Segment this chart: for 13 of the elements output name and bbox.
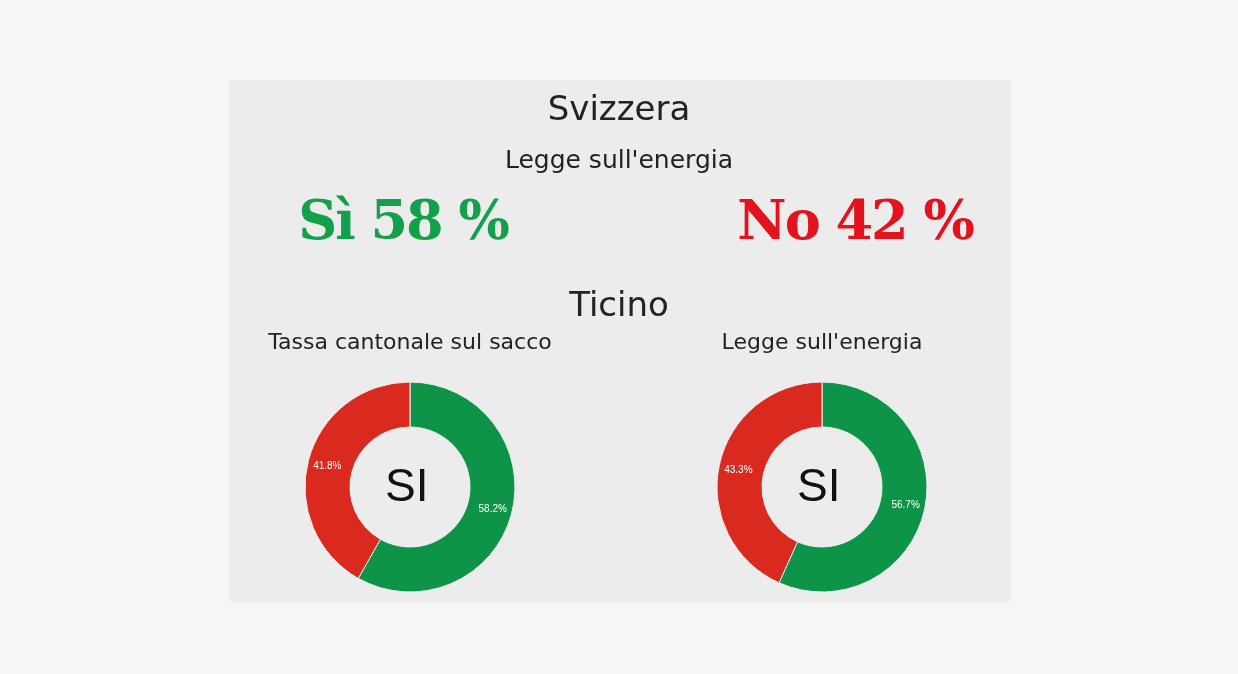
text: Legge sull'energia <box>503 145 735 174</box>
data-label: 41.8% <box>313 459 342 471</box>
text: SI <box>385 459 429 511</box>
text: Ticino <box>568 284 670 324</box>
text: Sì 58 % <box>297 188 510 252</box>
text: SI <box>797 459 841 511</box>
chart-title: Legge sull'energia <box>721 328 923 354</box>
data-label: 58.2% <box>478 503 507 515</box>
text: No 42 % <box>736 188 975 252</box>
data-label: 43.3% <box>724 463 753 475</box>
data-label: 56.7% <box>891 499 920 511</box>
chart-title: Tassa cantonale sul sacco <box>267 328 552 354</box>
text: Svizzera <box>546 88 692 128</box>
